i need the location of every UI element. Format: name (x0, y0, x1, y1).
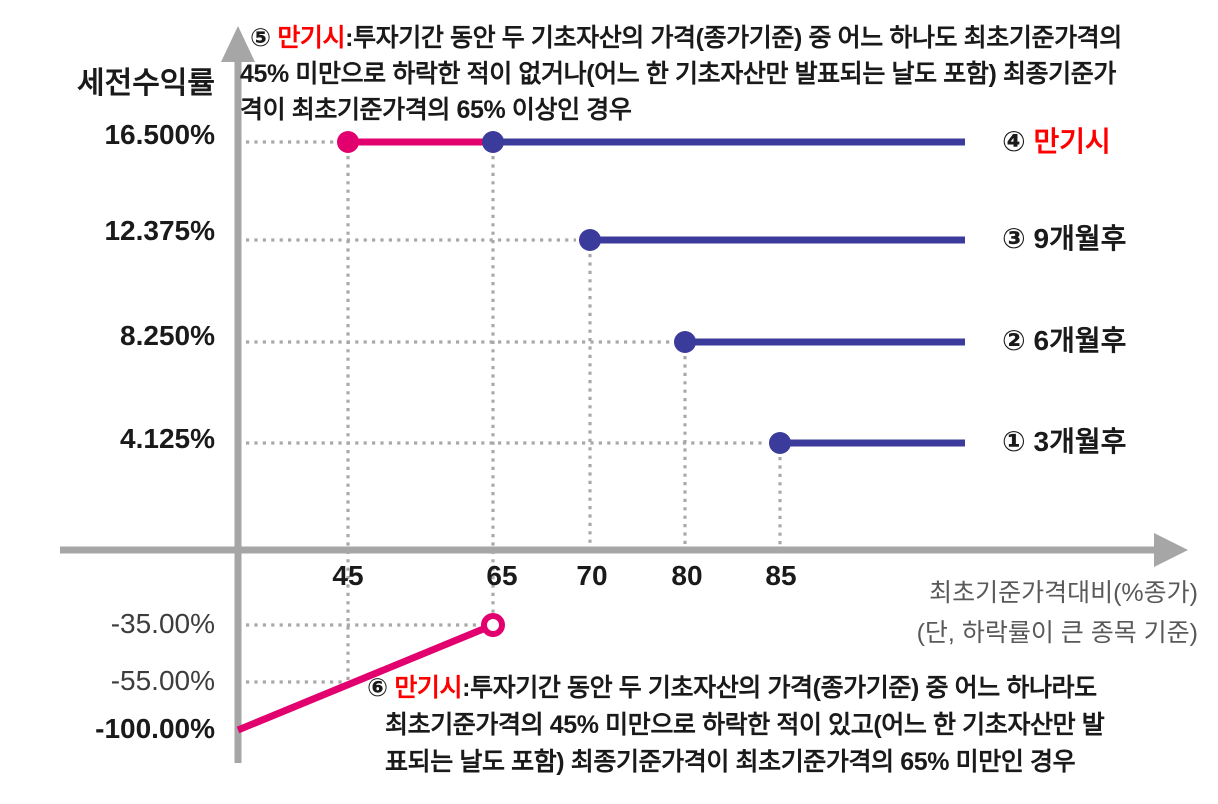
x-axis-arrow-icon (1154, 533, 1188, 567)
payoff-point (337, 131, 359, 153)
y-tick-4125: 4.125% (120, 423, 215, 454)
x-tick-45: 45 (332, 560, 364, 591)
annotation-top-line1: ⑤ 만기시:투자기간 동안 두 기초자산의 가격(종가기준) 중 어느 하나도 … (250, 18, 1122, 54)
payoff-point (769, 432, 791, 454)
series-label-3month: ① 3개월후 (1002, 424, 1126, 460)
x-tick-70: 70 (576, 560, 608, 591)
annotation-bottom-line3: 표되는 날도 포함) 최종기준가격이 최초기준가격의 65% 미만인 경우 (385, 748, 1076, 776)
annotation-top-number: ⑤ (250, 24, 271, 52)
y-axis-arrow-icon (221, 26, 255, 62)
series-label-6month: ② 6개월후 (1002, 323, 1126, 359)
y-tick-8250: 8.250% (120, 320, 215, 351)
payoff-point (482, 131, 504, 153)
series-label-9month: ③ 9개월후 (1002, 221, 1126, 257)
series-number: ① (1002, 426, 1026, 457)
y-tick-12375: 12.375% (104, 215, 215, 246)
annotation-bottom-number: ⑥ (367, 674, 388, 702)
x-tick-80: 80 (671, 560, 703, 591)
series-label-maturity: ④ 만기시 (1002, 124, 1111, 160)
y-tick-neg100: -100.00% (95, 713, 215, 744)
annotation-bottom-text1: :투자기간 동안 두 기초자산의 가격(종가기준) 중 어느 하나라도 (462, 674, 1097, 702)
x-tick-85: 85 (765, 560, 797, 591)
x-tick-65: 65 (486, 560, 518, 591)
annotation-top-keyword: 만기시 (277, 24, 346, 52)
series-name: 9개월후 (1033, 223, 1127, 254)
payoff-point (674, 331, 696, 353)
annotation-top-line2: 45% 미만으로 하락한 적이 없거나(어느 한 기초자산만 발표되는 날도 포… (240, 60, 1116, 88)
x-axis-note-line2: (단, 하락률이 큰 종목 기준) (916, 619, 1198, 647)
series-number: ③ (1002, 223, 1026, 254)
annotation-top-line3: 격이 최초기준가격의 65% 이상인 경우 (240, 96, 632, 124)
series-name: 만기시 (1033, 126, 1111, 157)
y-tick-16500: 16.500% (104, 119, 215, 150)
y-tick-neg35: -35.00% (110, 608, 215, 639)
annotation-bottom-line2: 최초기준가격의 45% 미만으로 하락한 적이 있고(어느 한 기초자산만 발 (385, 711, 1105, 739)
x-axis-note-line1: 최초기준가격대비(%종가) (929, 579, 1198, 607)
loss-open-point (481, 613, 505, 637)
series-name: 3개월후 (1033, 426, 1127, 457)
series-name: 6개월후 (1033, 325, 1127, 356)
annotation-bottom-line1: ⑥ 만기시:투자기간 동안 두 기초자산의 가격(종가기준) 중 어느 하나라도 (367, 668, 1097, 704)
annotation-bottom-keyword: 만기시 (394, 674, 463, 702)
loss-line (236, 621, 495, 734)
annotation-top-text1: :투자기간 동안 두 기초자산의 가격(종가기준) 중 어느 하나도 최초기준가… (345, 24, 1122, 52)
payoff-point (579, 229, 601, 251)
series-number: ② (1002, 325, 1026, 356)
y-tick-neg55: -55.00% (110, 665, 215, 696)
y-axis-title: 세전수익률 (77, 67, 215, 100)
series-number: ④ (1002, 126, 1026, 157)
